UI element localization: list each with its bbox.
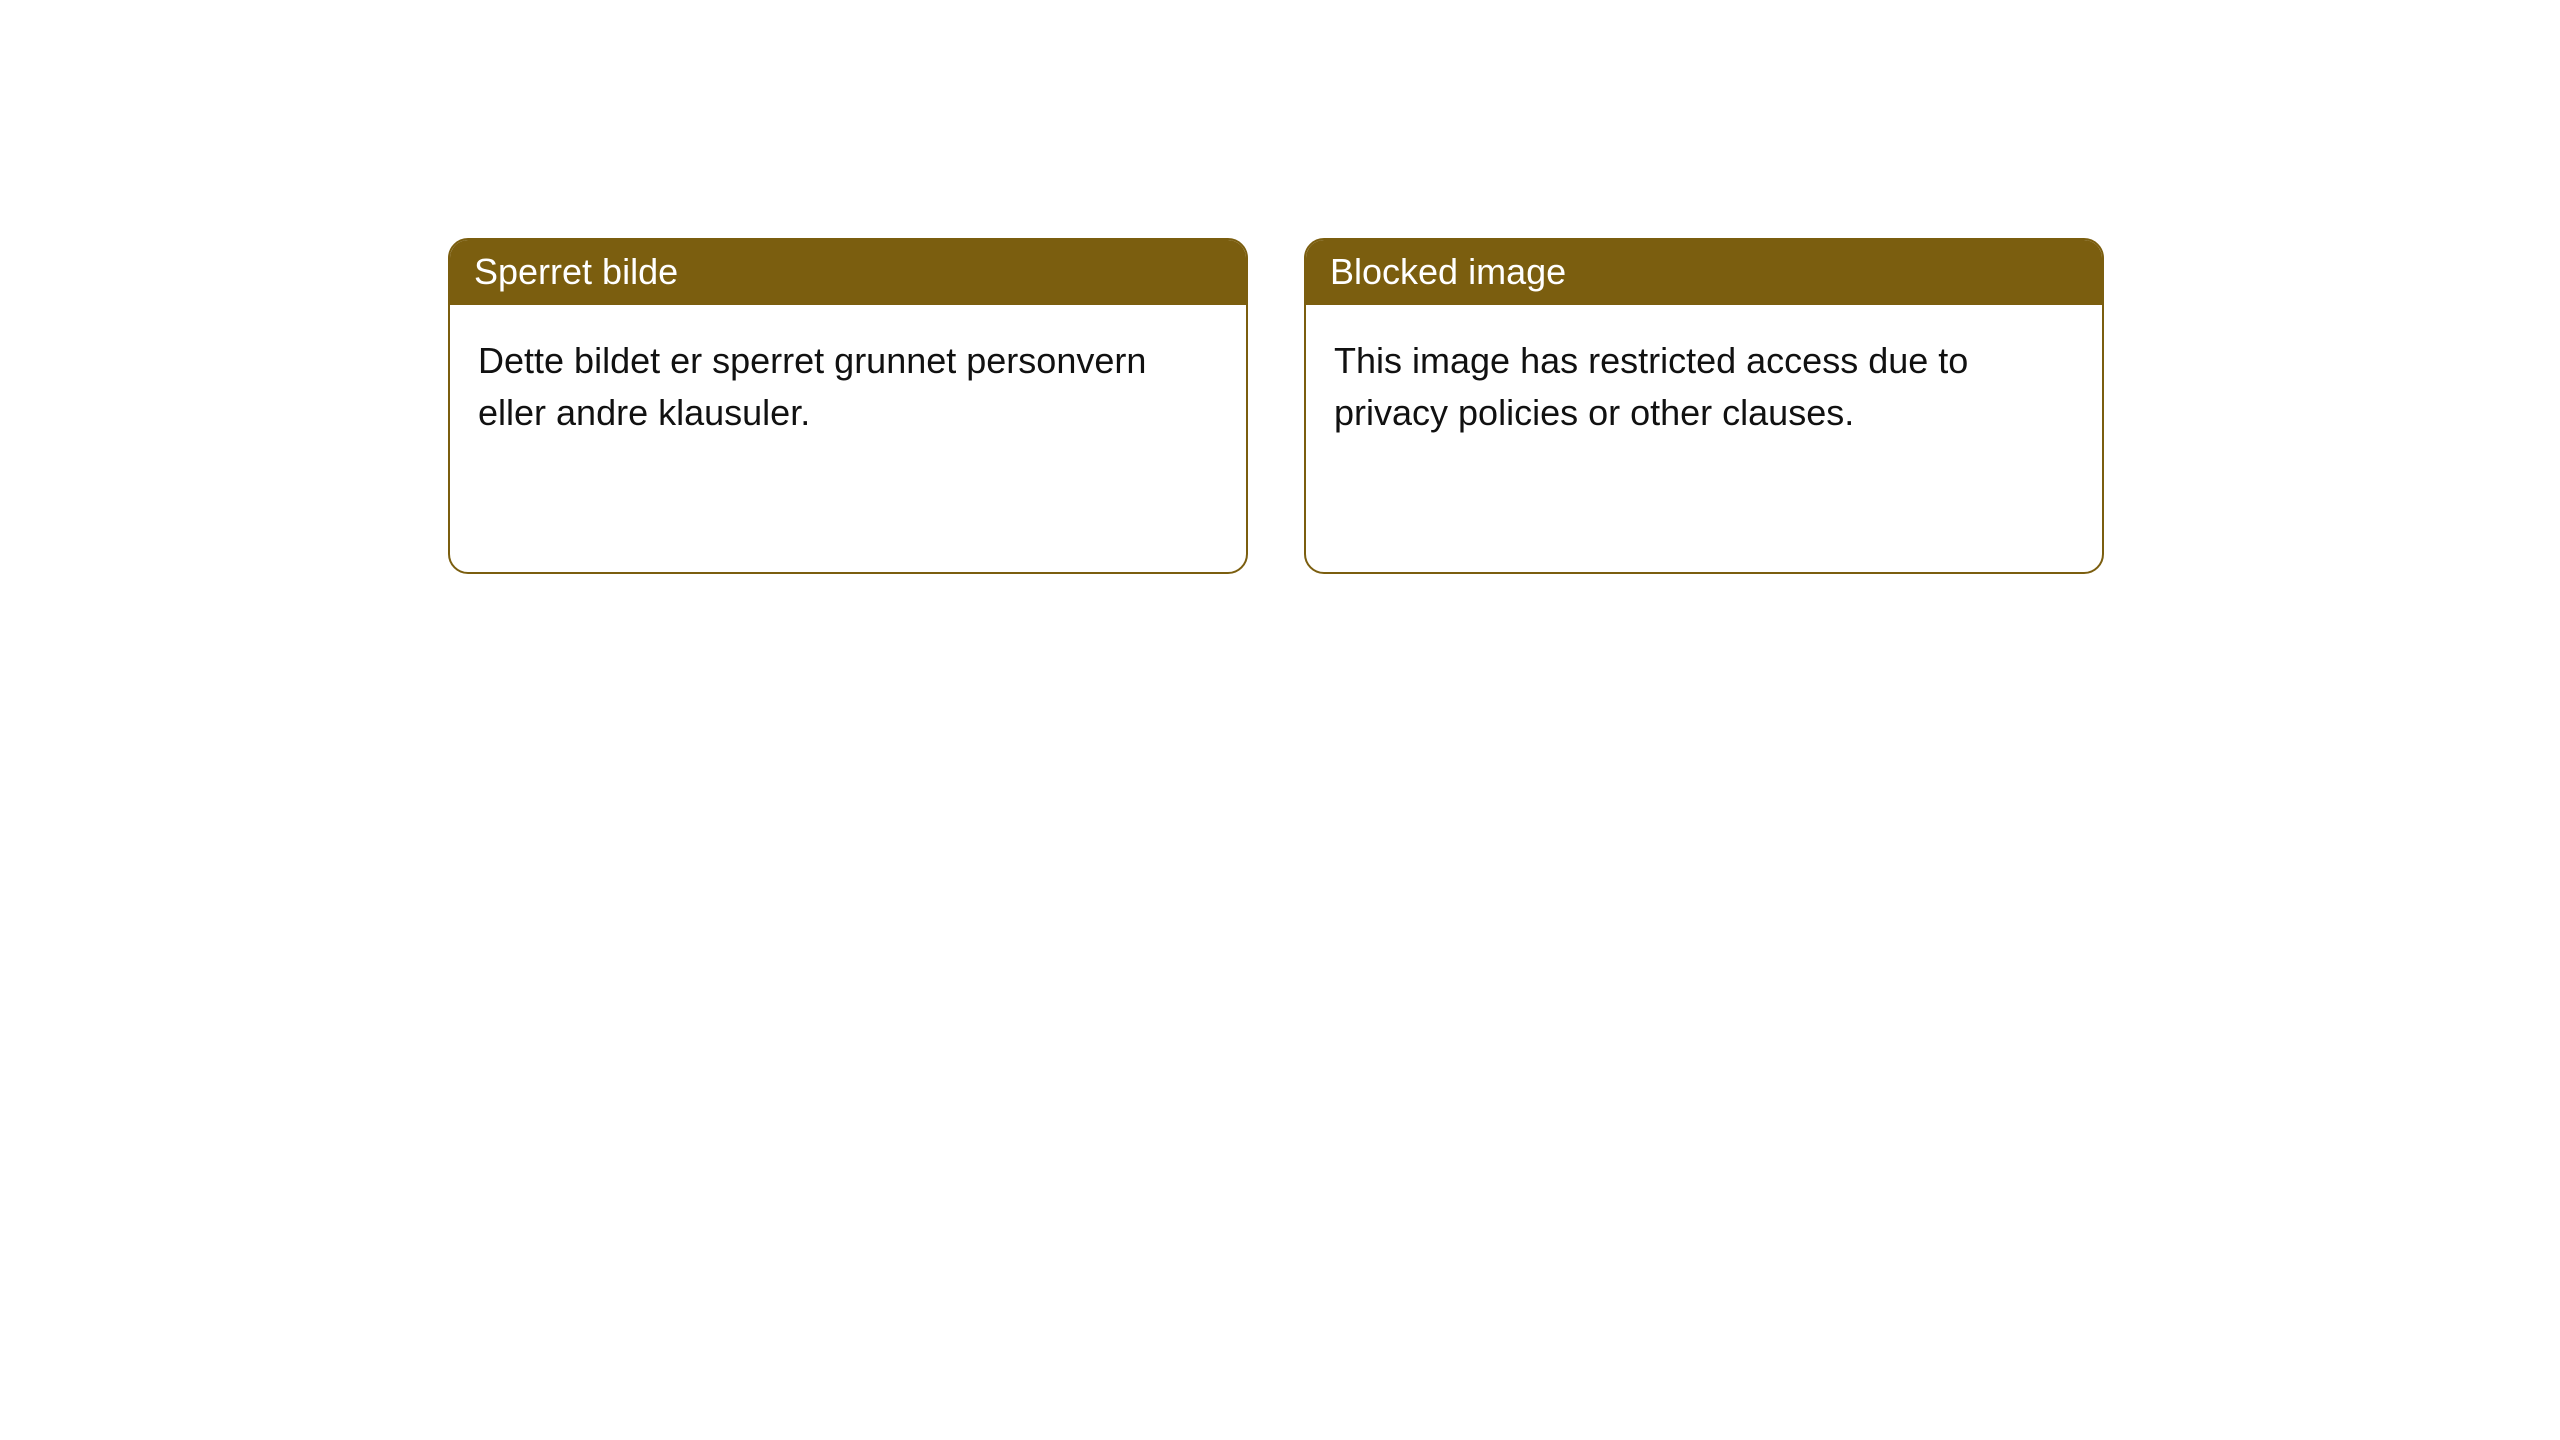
notice-card-title: Blocked image: [1306, 240, 2102, 305]
notice-card-norwegian: Sperret bilde Dette bildet er sperret gr…: [448, 238, 1248, 574]
notice-card-title: Sperret bilde: [450, 240, 1246, 305]
notice-card-english: Blocked image This image has restricted …: [1304, 238, 2104, 574]
notice-card-body: Dette bildet er sperret grunnet personve…: [450, 305, 1246, 469]
notice-cards-wrapper: Sperret bilde Dette bildet er sperret gr…: [448, 238, 2104, 574]
notice-card-body: This image has restricted access due to …: [1306, 305, 2102, 469]
